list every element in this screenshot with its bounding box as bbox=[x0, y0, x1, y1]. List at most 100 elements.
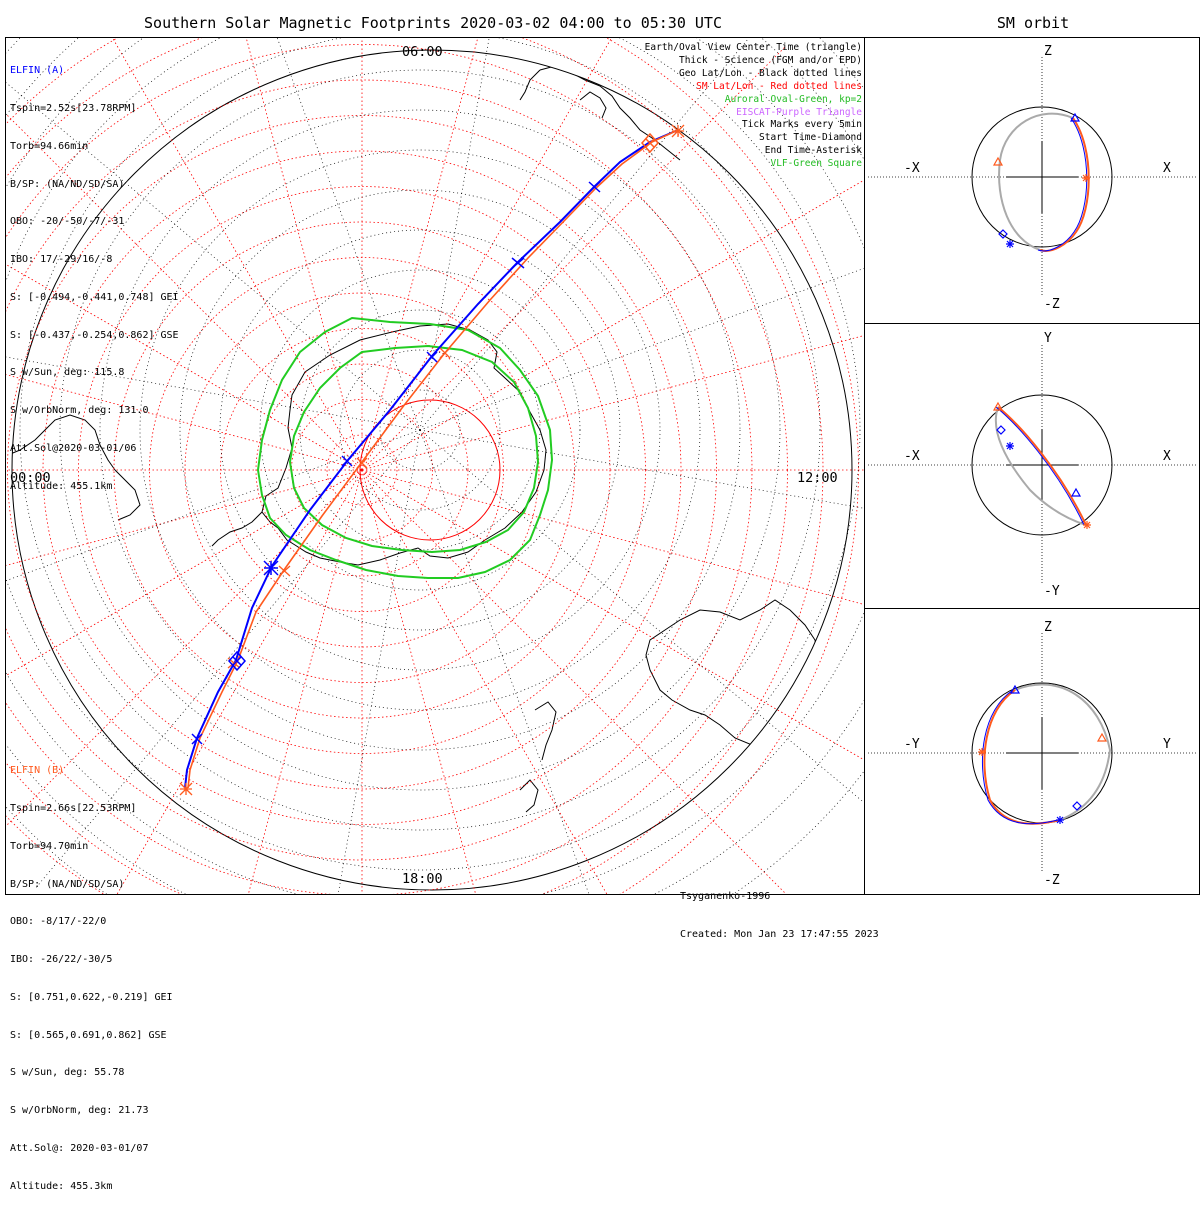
page-title: Southern Solar Magnetic Footprints 2020-… bbox=[144, 14, 722, 32]
legend-entry: Thick - Science (FGM and/or EPD) bbox=[678, 54, 862, 66]
sm-longitude-line bbox=[112, 38, 363, 471]
geo-longitude-line bbox=[34, 429, 421, 890]
legend-entry: VLF-Green Square bbox=[770, 158, 862, 170]
elfin-b-name: ELFIN (B) bbox=[10, 765, 65, 777]
orbit-triangle-marker bbox=[1009, 684, 1021, 694]
geo-latitude-circle bbox=[99, 109, 741, 751]
panel2-left-label: -X bbox=[904, 449, 920, 464]
elfin-a-line: S: [-0.494,-0.441,0.748] GEI bbox=[10, 291, 179, 303]
elfin-a-line: S: [-0.437,-0.254,0.862] GSE bbox=[10, 329, 179, 341]
sm-longitude-line bbox=[361, 469, 864, 761]
sm-longitude-line bbox=[361, 45, 787, 471]
sm-orbit-panel-2 bbox=[868, 345, 1198, 585]
sm-latitude-circle bbox=[7, 115, 717, 825]
sm-longitude-line bbox=[6, 113, 363, 471]
geo-longitude-line bbox=[419, 429, 864, 509]
elfin-a-line: Torb=94.66min bbox=[10, 140, 89, 152]
map-canvas bbox=[5, 37, 1200, 895]
sm-reference-circle bbox=[359, 399, 501, 541]
australia-coastline bbox=[645, 599, 819, 746]
legend-entry: Start Time-Diamond bbox=[759, 132, 862, 144]
panel1-top-label: Z bbox=[1044, 44, 1052, 59]
legend-entry: SM Lat/Lon - Red dotted lines bbox=[696, 80, 862, 92]
sm-longitude-line bbox=[6, 374, 363, 471]
elfin-b-line: IBO: -26/22/-30/5 bbox=[10, 954, 113, 966]
sm-longitude-line bbox=[361, 469, 864, 605]
panel2-top-label: Y bbox=[1044, 331, 1052, 346]
geo-latitude-circle bbox=[139, 149, 701, 711]
geo-latitude-circle bbox=[179, 189, 661, 671]
sm-longitude-line bbox=[6, 469, 363, 676]
geo-longitude-line bbox=[6, 356, 421, 431]
sm-orbit-panel-3 bbox=[868, 633, 1198, 873]
clock-label-left: 00:00 bbox=[10, 470, 51, 486]
elfin-b-line: Att.Sol@: 2020-03-01/07 bbox=[10, 1143, 149, 1154]
elfin-a-line: IBO: 17/-29/16/-8 bbox=[10, 254, 113, 266]
panel2-right-label: X bbox=[1163, 449, 1171, 464]
orbit-b-arc bbox=[1039, 117, 1090, 252]
geo-latitude-circle bbox=[59, 69, 781, 791]
orbit-triangle-marker bbox=[1070, 487, 1082, 497]
geo-latitude-circle bbox=[19, 38, 821, 831]
legend-entry: End Time-Asterisk bbox=[764, 145, 862, 157]
legend-entry: EISCAT-Purple Triangle bbox=[736, 106, 862, 118]
orbit-triangle-marker bbox=[1069, 112, 1081, 122]
elfin-b-line: Altitude: 455.3km bbox=[10, 1180, 113, 1192]
sm-longitude-line bbox=[6, 264, 363, 471]
legend-entry: Auroral Oval-Green, kp=2 bbox=[724, 93, 862, 105]
clock-label-top: 06:00 bbox=[402, 44, 443, 60]
orbit-triangle-marker bbox=[1096, 732, 1108, 742]
auroral-oval-outer bbox=[256, 316, 554, 579]
orbit-a-arc bbox=[1037, 117, 1088, 252]
panel3-bottom-label: -Z bbox=[1044, 873, 1060, 888]
geo-latitude-circle bbox=[6, 38, 861, 871]
footer: Tsyganenko-1996 Created: Mon Jan 23 17:4… bbox=[680, 866, 879, 954]
orbit-diamond-marker bbox=[998, 229, 1008, 239]
sm-latitude-circle bbox=[42, 150, 682, 790]
sm-grid bbox=[6, 38, 864, 894]
geo-longitude-line bbox=[419, 429, 864, 804]
elfin-b-line: S w/Sun, deg: 55.78 bbox=[10, 1067, 125, 1079]
orbit-gray-arc bbox=[994, 406, 1087, 526]
orbit-asterisk-marker bbox=[1006, 442, 1014, 450]
elfin-b-line: S: [0.751,0.622,-0.219] GEI bbox=[10, 991, 173, 1003]
elfin-a-name: ELFIN (A) bbox=[10, 65, 65, 77]
legend-entry: Geo Lat/Lon - Black dotted lines bbox=[678, 67, 862, 79]
auroral-oval-inner bbox=[288, 344, 540, 554]
elfin-a-line: Altitude: 455.1km bbox=[10, 480, 113, 492]
orbit-b-arc bbox=[997, 406, 1087, 526]
panel-earth-circle bbox=[971, 106, 1113, 248]
orbit-triangle-marker bbox=[992, 401, 1004, 411]
orbit-asterisk-marker bbox=[978, 748, 986, 756]
geo-longitude-line bbox=[419, 38, 490, 431]
panel1-right-label: X bbox=[1163, 161, 1171, 176]
start-diamond-a bbox=[227, 650, 247, 672]
legend-entry: Tick Marks every 5min bbox=[741, 119, 862, 131]
elfin-b-line: S: [0.565,0.691,0.862] GSE bbox=[10, 1029, 167, 1041]
geo-longitude-line bbox=[419, 429, 590, 894]
panel1-bottom-label: -Z bbox=[1044, 297, 1060, 312]
elfin-a-line: S w/Sun, deg: 115.8 bbox=[10, 367, 125, 379]
sm-longitude-line bbox=[361, 469, 477, 894]
sm-longitude-line bbox=[245, 38, 363, 471]
geo-latitude-circle bbox=[379, 389, 461, 471]
elfin-b-line: Torb=94.70min bbox=[10, 840, 89, 852]
elfin-b-line: Tspin=2.66s[22.53RPM] bbox=[10, 802, 137, 814]
geo-longitude-line bbox=[337, 429, 421, 894]
new-zealand-coastline bbox=[519, 701, 557, 813]
created-timestamp: Created: Mon Jan 23 17:47:55 2023 bbox=[680, 928, 879, 940]
elfin-b-info: ELFIN (B) Tspin=2.66s[22.53RPM] Torb=94.… bbox=[10, 740, 173, 1206]
geo-latitude-circle bbox=[259, 269, 581, 591]
geo-longitude-line bbox=[276, 38, 421, 431]
elfin-a-line: S w/OrbNorm, deg: 131.0 bbox=[10, 405, 149, 417]
sm-longitude-line bbox=[247, 469, 363, 894]
sm-orbit-panel-1 bbox=[868, 57, 1198, 297]
clock-label-bottom: 18:00 bbox=[402, 871, 443, 887]
panel3-left-label: -Y bbox=[904, 737, 920, 752]
elfin-a-line: B/SP: (NA/ND/SD/SA) bbox=[10, 178, 125, 190]
elfin-a-tick-marks bbox=[191, 181, 601, 745]
panel1-left-label: -X bbox=[904, 161, 920, 176]
orbit-asterisk-marker bbox=[1082, 174, 1090, 182]
legend: Earth/Oval View Center Time (triangle) Th… bbox=[645, 42, 862, 171]
sm-longitude-line bbox=[361, 38, 479, 471]
